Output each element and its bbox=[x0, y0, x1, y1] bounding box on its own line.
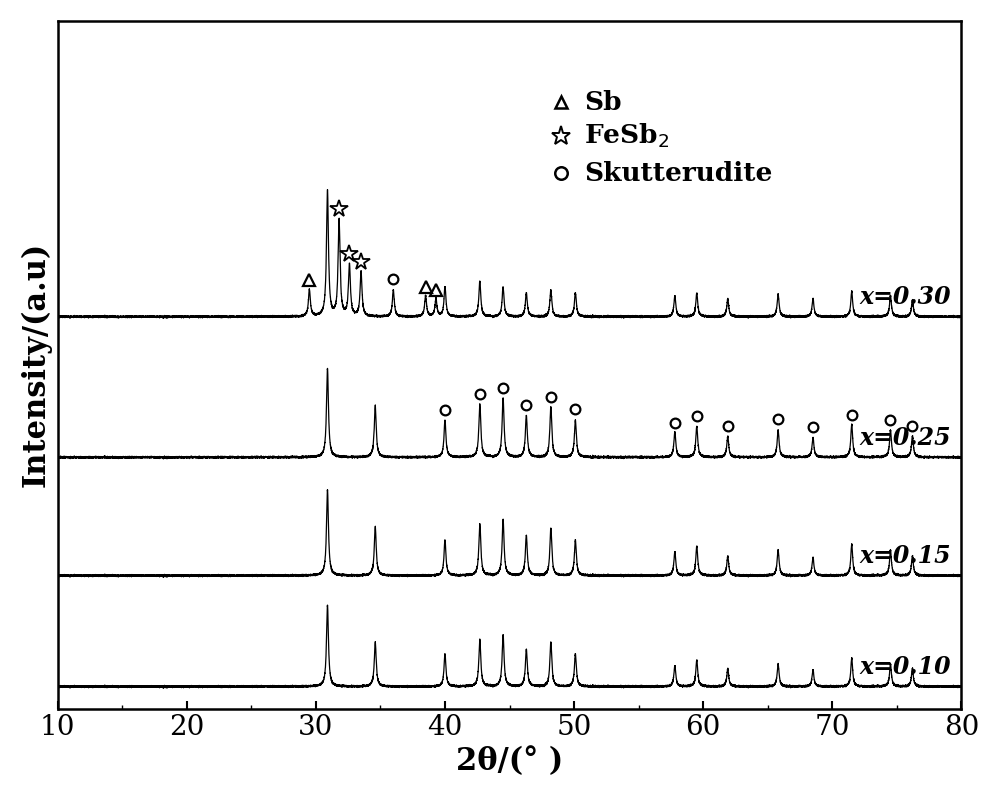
Text: x=0.10: x=0.10 bbox=[860, 655, 951, 679]
Text: x=0.15: x=0.15 bbox=[860, 544, 951, 568]
Text: x=0.30: x=0.30 bbox=[860, 286, 951, 310]
Y-axis label: Intensity/(a.u): Intensity/(a.u) bbox=[21, 242, 52, 488]
Text: x=0.25: x=0.25 bbox=[860, 426, 951, 450]
X-axis label: 2θ/(° ): 2θ/(° ) bbox=[456, 746, 563, 777]
Text: Sb: Sb bbox=[584, 89, 622, 115]
Text: FeSb$_2$: FeSb$_2$ bbox=[584, 122, 670, 151]
Text: Skutterudite: Skutterudite bbox=[584, 160, 773, 186]
